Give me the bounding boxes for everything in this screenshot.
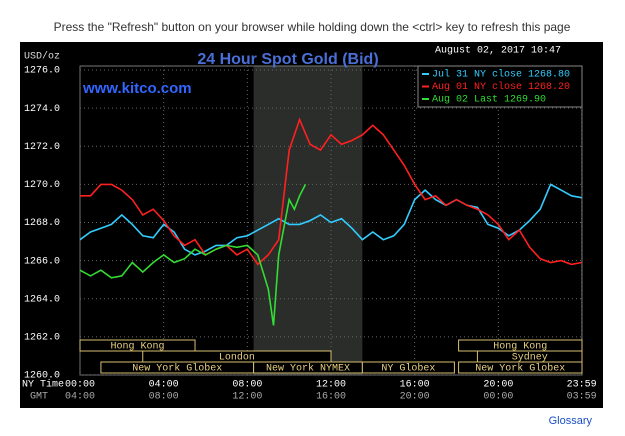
x2-tick-label: 12:00 xyxy=(232,392,262,403)
x-tick-label: 00:00 xyxy=(65,380,95,391)
x2-tick-label: 04:00 xyxy=(65,392,95,403)
y-tick-label: 1264.0 xyxy=(24,294,60,305)
session-label: Hong Kong xyxy=(111,342,165,353)
y-tick-label: 1272.0 xyxy=(24,142,60,153)
glossary-link[interactable]: Glossary xyxy=(549,415,593,427)
plot-area xyxy=(79,65,583,376)
session-label: New York Globex xyxy=(475,363,565,375)
x2-tick-label: 08:00 xyxy=(149,392,179,403)
x-tick-label: 12:00 xyxy=(316,380,346,391)
legend-box xyxy=(417,65,583,108)
series-line xyxy=(80,117,582,266)
x2-tick-label: 03:59 xyxy=(567,392,597,403)
x2-axis-label: GMT xyxy=(30,392,48,403)
x-tick-label: 16:00 xyxy=(400,380,430,391)
header-note: Press the "Refresh" button on your brows… xyxy=(54,20,571,34)
series-line xyxy=(79,184,307,326)
session-bar xyxy=(361,361,455,374)
x-tick-label: 23:59 xyxy=(567,380,597,391)
x-axis-label: NY Time xyxy=(22,379,64,391)
x-tick-label: 08:00 xyxy=(232,380,262,391)
series-line xyxy=(79,183,582,256)
x2-tick-label: 16:00 xyxy=(316,392,346,403)
session-label: Hong Kong xyxy=(493,342,547,353)
session-label: Sydney xyxy=(512,352,548,364)
session-label: New York NYMEX xyxy=(266,363,350,375)
y-tick-label: 1262.0 xyxy=(24,333,60,344)
y-tick-label: 1276.0 xyxy=(24,66,60,77)
legend-label: Jul 31 NY close 1268.80 xyxy=(432,69,570,81)
x2-tick-label: 00:00 xyxy=(483,392,513,403)
session-label: NY Globex xyxy=(381,363,435,375)
session-bar xyxy=(79,339,196,352)
watermark: www.kitco.com xyxy=(82,80,192,97)
y-tick-label: 1260.0 xyxy=(24,371,60,382)
y-axis-label: USD/oz xyxy=(24,51,60,63)
legend-label: Aug 01 NY close 1268.20 xyxy=(432,81,570,93)
session-label: London xyxy=(219,352,255,364)
x-tick-label: 20:00 xyxy=(483,380,513,391)
session-label: New York Globex xyxy=(132,363,222,375)
y-tick-label: 1268.0 xyxy=(24,218,60,229)
session-highlight xyxy=(253,66,363,375)
y-tick-label: 1266.0 xyxy=(24,256,60,267)
legend-title: August 02, 2017 10:47 xyxy=(435,46,561,57)
chart-title: 24 Hour Spot Gold (Bid) xyxy=(197,51,378,68)
legend-label: Aug 02 Last 1269.90 xyxy=(432,95,546,106)
y-tick-label: 1270.0 xyxy=(24,180,60,191)
x-tick-label: 04:00 xyxy=(149,380,179,391)
x2-tick-label: 20:00 xyxy=(400,392,430,403)
y-tick-label: 1274.0 xyxy=(24,104,60,115)
session-bar xyxy=(458,361,583,374)
